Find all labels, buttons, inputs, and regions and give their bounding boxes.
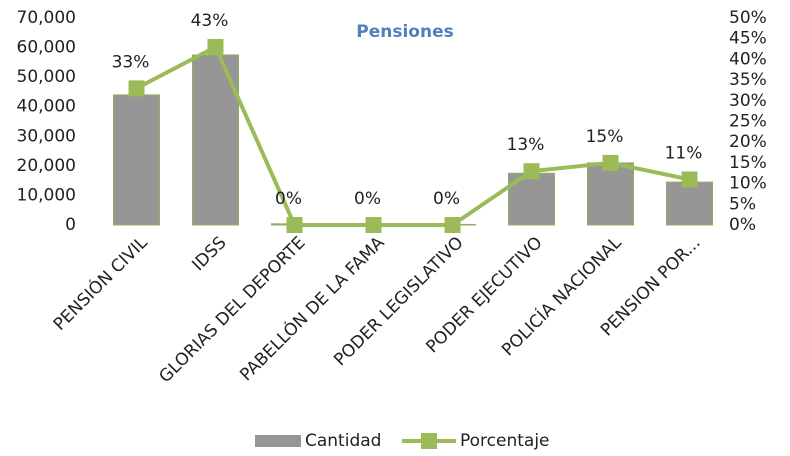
marker — [602, 154, 619, 171]
marker — [207, 38, 224, 55]
legend-label: Cantidad — [305, 431, 381, 451]
legend-swatch — [421, 433, 437, 449]
y-tick-label: 20,000 — [17, 156, 76, 176]
y2-tick-label: 40% — [729, 49, 767, 69]
y-tick-label: 40,000 — [17, 97, 76, 117]
x-tick-label: PENSIÓN CIVIL — [48, 231, 152, 335]
x-tick-label: PABELLÓN DE LA FAMA — [235, 231, 389, 385]
y-tick-label: 70,000 — [17, 8, 76, 28]
y-tick-label: 0 — [65, 215, 76, 235]
data-label: 13% — [507, 135, 545, 155]
line — [135, 44, 690, 227]
y-tick-label: 10,000 — [17, 185, 76, 205]
y-tick-label: 50,000 — [17, 67, 76, 87]
data-label: 11% — [665, 143, 703, 163]
y2-tick-label: 30% — [729, 91, 767, 111]
x-tick-label: PODER LEGISLATIVO — [330, 233, 467, 370]
data-label: 0% — [354, 189, 381, 209]
y2-tick-label: 0% — [729, 215, 756, 235]
y2-tick-label: 35% — [729, 70, 767, 90]
marker — [444, 217, 461, 233]
y2-tick-label: 10% — [729, 174, 767, 194]
marker — [365, 217, 382, 233]
legend-swatch — [255, 435, 301, 447]
data-label: 33% — [112, 52, 150, 72]
y2-tick-label: 50% — [729, 8, 767, 28]
bar — [508, 172, 555, 226]
y2-tick-label: 20% — [729, 132, 767, 152]
y2-tick-label: 25% — [729, 112, 767, 132]
bar — [113, 94, 160, 226]
y2-tick-label: 15% — [729, 153, 767, 173]
marker — [128, 80, 145, 97]
data-label: 0% — [275, 189, 302, 209]
bar — [666, 181, 713, 226]
y-tick-label: 30,000 — [17, 126, 76, 146]
x-tick-label: GLORIAS DEL DEPORTE — [155, 233, 309, 387]
y-tick-label: 60,000 — [17, 38, 76, 58]
y2-tick-label: 5% — [729, 194, 756, 214]
bar — [587, 162, 634, 226]
marker — [681, 171, 698, 188]
data-label: 15% — [586, 127, 624, 147]
marker — [286, 217, 303, 233]
legend-label: Porcentaje — [460, 431, 550, 451]
chart-title: Pensiones — [356, 22, 453, 42]
data-label: 0% — [433, 189, 460, 209]
y2-tick-label: 45% — [729, 29, 767, 49]
data-label: 43% — [191, 11, 229, 31]
marker — [523, 163, 540, 180]
x-tick-label: IDSS — [188, 233, 230, 275]
